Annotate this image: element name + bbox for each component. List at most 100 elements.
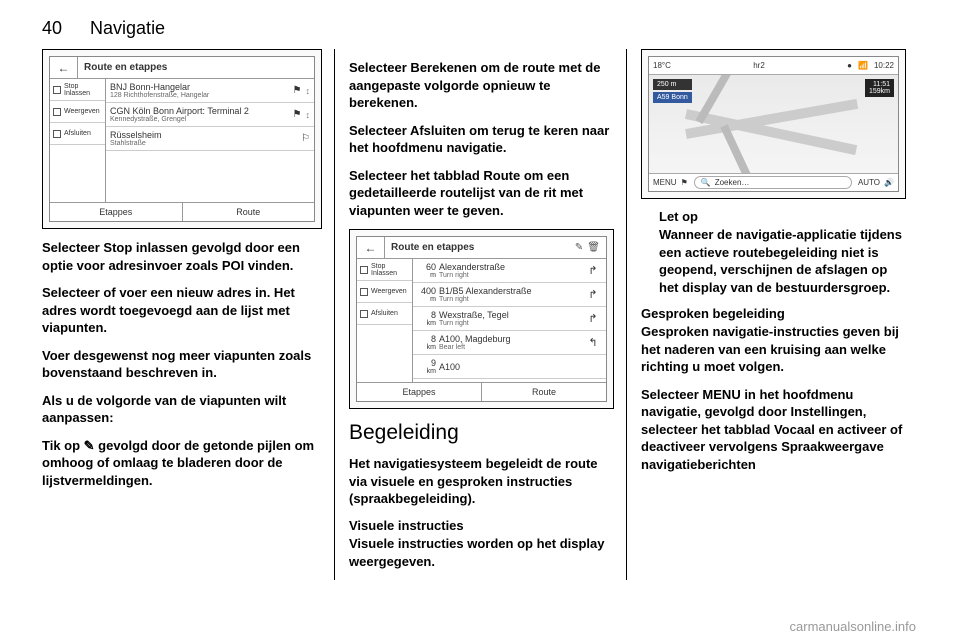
flag-icon[interactable]: ⚑ xyxy=(681,178,688,187)
waypoint-sub: Stahlstraße xyxy=(110,140,297,147)
waypoint-sub: 128 Richthofenstraße, Hangelar xyxy=(110,92,289,99)
flag-icon: ⚑ xyxy=(289,85,302,96)
reorder-handle-icon[interactable]: ↕ xyxy=(302,110,311,120)
list-item[interactable]: BNJ Bonn-Hangelar 128 Richthofenstraße, … xyxy=(106,79,314,103)
note-label: Let op xyxy=(659,209,906,224)
sidebar-sublabel: Inlassen xyxy=(64,90,90,97)
sidebar-label: Afsluiten xyxy=(371,310,398,317)
back-button[interactable]: ← xyxy=(357,237,385,259)
paragraph: Selecteer of voer een nieuw adres in. He… xyxy=(42,284,322,337)
subheading-visual: Visuele instructies xyxy=(349,518,614,533)
ui-titlebar: ← Route en etappes ✎ 🗑 xyxy=(357,237,606,259)
flag-icon: ⚐ xyxy=(297,133,310,144)
tab-route[interactable]: Route xyxy=(482,383,606,401)
stop-icon xyxy=(53,86,61,94)
sidebar-label: Weergeven xyxy=(64,108,100,115)
paragraph: Tik op ✎ gevolgd door de getonde pijlen … xyxy=(42,437,322,490)
close-icon xyxy=(53,130,61,138)
list-item[interactable]: CGN Köln Bonn Airport: Terminal 2 Kenned… xyxy=(106,103,314,127)
sidebar-afsluiten[interactable]: Afsluiten xyxy=(50,123,105,145)
list-item[interactable]: Rüsselsheim Stahlstraße ⚐ xyxy=(106,127,314,151)
paragraph: Selecteer het tabblad Route om een gedet… xyxy=(349,167,614,220)
sidebar-sublabel: Inlassen xyxy=(371,270,397,277)
waypoint-title: CGN Köln Bonn Airport: Terminal 2 xyxy=(110,106,289,116)
step-title: A100 xyxy=(439,362,602,372)
screen-title: Route en etappes xyxy=(78,57,314,79)
list-item[interactable]: 60m AlexanderstraßeTurn right ↱ xyxy=(413,259,606,283)
route-steps-list: 60m AlexanderstraßeTurn right ↱ 400m B1/… xyxy=(413,259,606,382)
back-button[interactable]: ← xyxy=(50,57,78,79)
column-1: ← Route en etappes StopInlassen Weergeve… xyxy=(42,49,334,580)
search-input[interactable]: 🔍 Zoeken… xyxy=(694,176,852,189)
paragraph: Voer desgewenst nog meer viapunten zoals… xyxy=(42,347,322,382)
map-bottombar: MENU ⚑ 🔍 Zoeken… AUTO 🔊 xyxy=(649,173,898,191)
paragraph: Selecteer Berekenen om de route met de a… xyxy=(349,59,614,112)
menu-button[interactable]: MENU xyxy=(653,178,677,187)
sidebar-afsluiten[interactable]: Afsluiten xyxy=(357,303,412,325)
delete-icon[interactable]: 🗑 xyxy=(587,242,600,253)
screen-title: Route en etappes xyxy=(385,237,575,259)
page-number: 40 xyxy=(42,18,62,39)
screenshot-map-guidance: 18°C hr2 ● 📶 10:22 xyxy=(641,49,906,199)
eta-time: 11:51 xyxy=(869,81,890,88)
list-item[interactable]: 400m B1/B5 AlexanderstraßeTurn right ↱ xyxy=(413,283,606,307)
tab-route[interactable]: Route xyxy=(183,203,315,221)
paragraph: Het navigatiesysteem begeleidt de route … xyxy=(349,455,614,508)
step-distance: 8 xyxy=(417,335,436,344)
speaker-icon[interactable]: 🔊 xyxy=(884,178,894,187)
note-block: Let op Wanneer de navigatie-applicatie t… xyxy=(641,209,906,296)
waypoint-sub: Kennedystraße, Grengel xyxy=(110,116,289,123)
turn-distance: 250 m xyxy=(653,79,692,90)
sidebar-label: Weergeven xyxy=(371,288,407,295)
flag-icon: ⚑ xyxy=(289,109,302,120)
paragraph: Selecteer Stop inlassen gevolgd door een… xyxy=(42,239,322,274)
sidebar-weergeven[interactable]: Weergeven xyxy=(357,281,412,303)
paragraph: Gesproken navigatie-instructies geven bi… xyxy=(641,323,906,376)
waypoint-title: Rüsselsheim xyxy=(110,130,297,140)
tabs: Etappes Route xyxy=(357,382,606,401)
turn-right-icon: ↱ xyxy=(584,312,602,325)
step-distance: 9 xyxy=(417,359,436,368)
step-title: A100, Magdeburg xyxy=(439,334,584,344)
close-icon xyxy=(360,310,368,318)
list-item[interactable]: 9km A100 xyxy=(413,355,606,379)
road-sign: A59 Bonn xyxy=(653,92,692,103)
edit-icon[interactable]: ✎ xyxy=(575,242,583,253)
step-unit: m xyxy=(430,272,436,279)
sidebar-label: Stop xyxy=(371,263,385,270)
list-item[interactable]: 8km Wexstraße, TegelTurn right ↱ xyxy=(413,307,606,331)
record-icon: ● xyxy=(847,61,852,70)
waypoint-list: BNJ Bonn-Hangelar 128 Richthofenstraße, … xyxy=(106,79,314,202)
section-title: Navigatie xyxy=(90,18,165,39)
step-distance: 400 xyxy=(417,287,436,296)
sidebar-stop-inlassen[interactable]: StopInlassen xyxy=(357,259,412,281)
list-item[interactable]: 8km A100, MagdeburgBear left ↰ xyxy=(413,331,606,355)
step-title: Wexstraße, Tegel xyxy=(439,310,584,320)
sidebar-stop-inlassen[interactable]: StopInlassen xyxy=(50,79,105,101)
sidebar-label: Afsluiten xyxy=(64,130,91,137)
eta-badge: 11:51 159km xyxy=(865,79,894,97)
watermark: carmanualsonline.info xyxy=(790,619,916,634)
turn-right-icon: ↱ xyxy=(584,288,602,301)
view-icon xyxy=(360,288,368,296)
paragraph: Als u de volgorde van de viapunten wilt … xyxy=(42,392,322,427)
paragraph: Selecteer Afsluiten om terug te keren na… xyxy=(349,122,614,157)
view-icon xyxy=(53,108,61,116)
auto-button[interactable]: AUTO xyxy=(858,178,880,187)
search-icon: 🔍 xyxy=(701,178,711,187)
columns: ← Route en etappes StopInlassen Weergeve… xyxy=(42,49,918,580)
tab-etappes[interactable]: Etappes xyxy=(50,203,183,221)
column-2: Selecteer Berekenen om de route met de a… xyxy=(334,49,626,580)
sidebar-weergeven[interactable]: Weergeven xyxy=(50,101,105,123)
step-unit: m xyxy=(430,296,436,303)
sidebar-label: Stop xyxy=(64,83,78,90)
ui-titlebar: ← Route en etappes xyxy=(50,57,314,79)
reorder-handle-icon[interactable]: ↕ xyxy=(302,86,311,96)
next-turn-badge: 250 m A59 Bonn xyxy=(653,79,692,103)
step-title: Alexanderstraße xyxy=(439,262,584,272)
tab-etappes[interactable]: Etappes xyxy=(357,383,482,401)
step-distance: 8 xyxy=(417,311,436,320)
stop-icon xyxy=(360,266,368,274)
turn-right-icon: ↱ xyxy=(584,264,602,277)
signal-icon: 📶 xyxy=(858,61,868,70)
